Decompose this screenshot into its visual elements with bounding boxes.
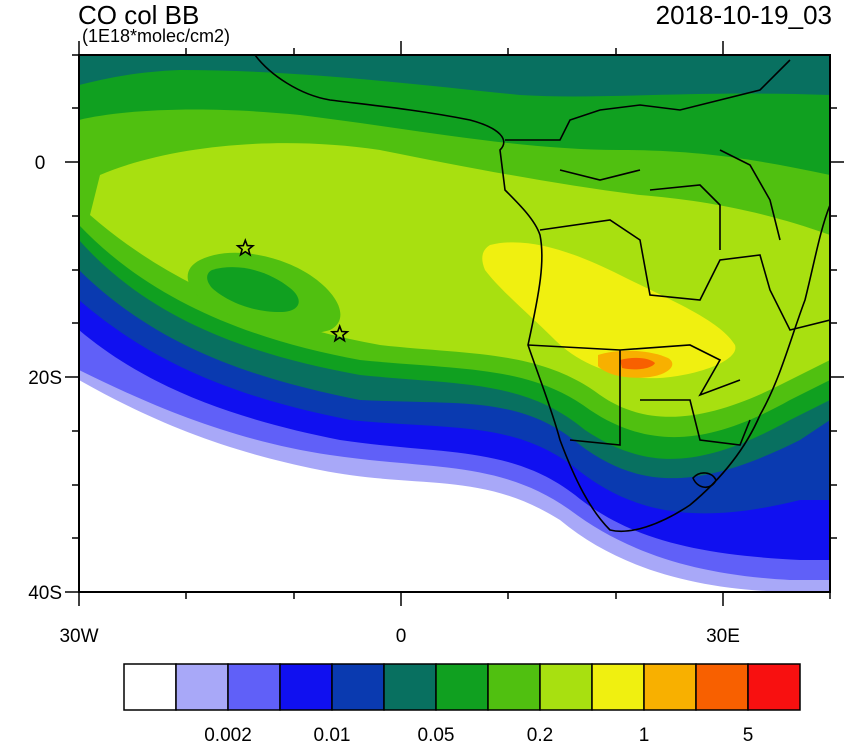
colorbar-box-0 [123,663,177,711]
colorbar-label-3: 0.2 [527,725,553,746]
x-tick-label-30e: 30E [706,626,740,647]
datetime-label: 2018-10-19_03 [655,0,832,30]
colorbar-label-0: 0.002 [204,725,252,746]
coastlines [254,55,830,533]
map-title: CO col BB [78,0,200,30]
colorbar-label-5: 5 [743,725,754,746]
colorbar-box-2 [227,663,281,711]
colorbar-label-2: 0.05 [418,725,455,746]
colorbar-box-5 [383,663,437,711]
y-tick-label-20s: 20S [28,368,62,389]
colorbar-box-11 [695,663,749,711]
star-marker-2 [329,323,350,343]
colorbar-box-9 [591,663,645,711]
colorbar-label-4: 1 [639,725,650,746]
colorbar: 0.002 0.01 0.05 0.2 1 5 [123,663,801,746]
tick-marks [65,41,844,606]
y-tick-label-40s: 40S [28,583,62,604]
units-label: (1E18*molec/cm2) [82,26,231,46]
colorbar-box-8 [539,663,593,711]
colorbar-box-12 [747,663,801,711]
colorbar-box-6 [435,663,489,711]
colorbar-box-10 [643,663,697,711]
x-tick-label-30w: 30W [59,626,98,647]
co-field [79,55,830,592]
y-tick-label-0: 0 [35,153,46,174]
x-tick-label-0: 0 [396,626,407,647]
colorbar-box-4 [331,663,385,711]
star-marker-1 [235,238,256,257]
colorbar-box-3 [279,663,333,711]
colorbar-label-1: 0.01 [314,725,351,746]
markers [235,238,350,343]
colorbar-box-7 [487,663,541,711]
colorbar-box-1 [175,663,229,711]
